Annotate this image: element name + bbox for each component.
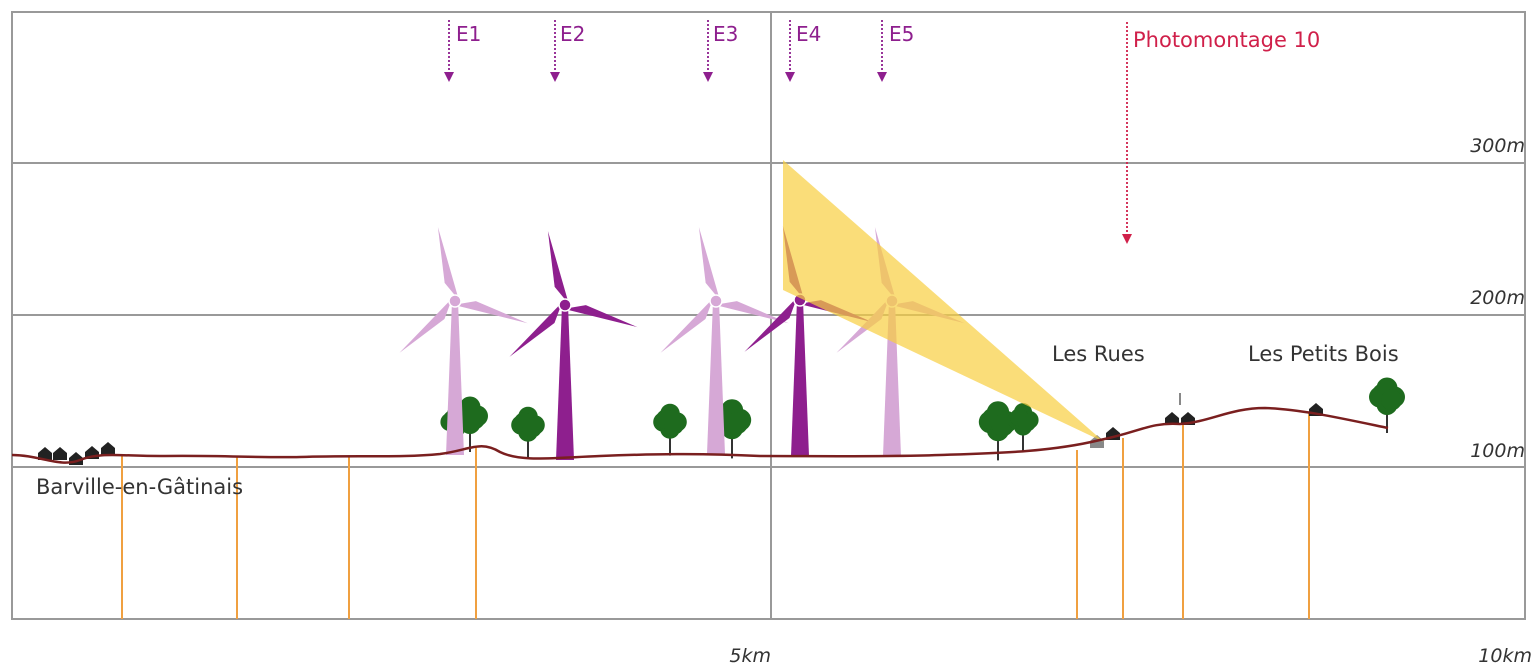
turbine-marker: E3 bbox=[713, 22, 738, 46]
place-label: Barville-en-Gâtinais bbox=[36, 475, 243, 499]
turbine-marker: E2 bbox=[560, 22, 585, 46]
elevation-label: 200m bbox=[1470, 287, 1525, 309]
turbine-marker: E5 bbox=[889, 22, 914, 46]
turbine-blade bbox=[453, 301, 528, 324]
elevation-label: 300m bbox=[1470, 135, 1525, 157]
arrow-head bbox=[1122, 234, 1132, 244]
distance-label: 10km bbox=[1478, 645, 1532, 666]
terrain-line bbox=[11, 406, 1389, 464]
turbine-blade bbox=[563, 305, 638, 328]
tree-crown bbox=[522, 418, 542, 438]
turbine-blade bbox=[547, 230, 569, 305]
tree-crown bbox=[464, 408, 485, 430]
arrow-head bbox=[444, 72, 454, 82]
turbine-hub bbox=[709, 294, 723, 308]
place-label: Les Rues bbox=[1052, 342, 1145, 366]
tree-crown bbox=[1017, 413, 1036, 432]
house bbox=[38, 447, 52, 460]
arrow-head bbox=[703, 72, 713, 82]
turbine-marker: E4 bbox=[796, 22, 821, 46]
turbine-blade bbox=[437, 226, 459, 301]
turbine-tower bbox=[556, 305, 574, 460]
house bbox=[1165, 412, 1179, 425]
house bbox=[53, 447, 67, 460]
arrow-head bbox=[877, 72, 887, 82]
turbine-hub bbox=[558, 298, 572, 312]
turbine-tower bbox=[707, 301, 725, 454]
turbine-hub bbox=[448, 294, 462, 308]
distance-label: 5km bbox=[729, 645, 771, 666]
tree-crown bbox=[725, 412, 748, 435]
tree-crown bbox=[1381, 389, 1402, 411]
turbine-tower bbox=[446, 301, 464, 455]
view-cone bbox=[783, 160, 1104, 442]
turbine-marker: E1 bbox=[456, 22, 481, 46]
turbine-blade bbox=[874, 226, 896, 301]
turbine-blade bbox=[399, 298, 453, 353]
house bbox=[101, 442, 115, 455]
arrow-head bbox=[550, 72, 560, 82]
elevation-label: 100m bbox=[1470, 440, 1525, 462]
photomontage-label: Photomontage 10 bbox=[1133, 28, 1320, 52]
turbine-blade bbox=[509, 302, 563, 357]
place-label: Les Petits Bois bbox=[1248, 342, 1399, 366]
arrow-head bbox=[785, 72, 795, 82]
turbine-blade bbox=[698, 226, 720, 301]
turbine-blade bbox=[744, 297, 798, 352]
tree-crown bbox=[664, 415, 684, 435]
turbine-tower bbox=[791, 300, 809, 456]
turbine-blade bbox=[714, 301, 789, 324]
turbine-blade bbox=[660, 298, 714, 353]
